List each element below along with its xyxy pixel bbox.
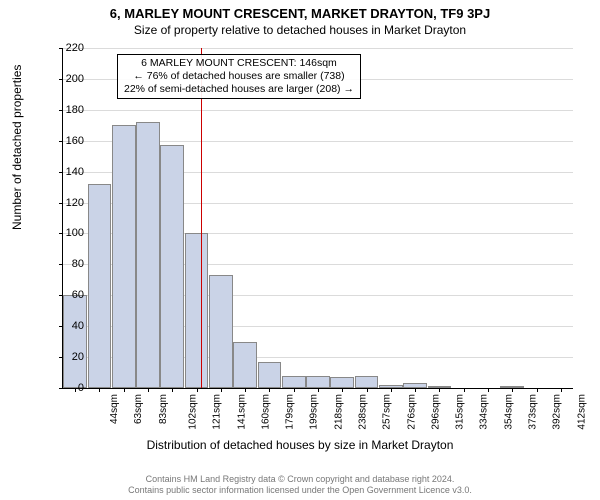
xtick-mark	[318, 388, 319, 392]
xtick-label: 160sqm	[260, 394, 271, 430]
xtick-label: 276sqm	[406, 394, 417, 430]
ytick-label: 160	[54, 135, 84, 147]
xtick-label: 141sqm	[236, 394, 247, 430]
xtick-label: 218sqm	[333, 394, 344, 430]
xtick-label: 199sqm	[309, 394, 320, 430]
xtick-mark	[464, 388, 465, 392]
histogram-bar	[185, 233, 209, 388]
chart-container: 6, MARLEY MOUNT CRESCENT, MARKET DRAYTON…	[0, 0, 600, 500]
histogram-bar	[136, 122, 160, 388]
xtick-mark	[172, 388, 173, 392]
ytick-label: 20	[54, 351, 84, 363]
chart-subtitle: Size of property relative to detached ho…	[0, 21, 600, 37]
y-axis-label: Number of detached properties	[10, 65, 24, 230]
xtick-mark	[294, 388, 295, 392]
footer-text: Contains HM Land Registry data © Crown c…	[0, 474, 600, 496]
xtick-label: 44sqm	[109, 394, 120, 424]
xtick-mark	[148, 388, 149, 392]
ytick-label: 40	[54, 320, 84, 332]
ytick-label: 80	[54, 258, 84, 270]
chart-area: 44sqm63sqm83sqm102sqm121sqm141sqm160sqm1…	[62, 48, 572, 420]
annotation-line: 22% of semi-detached houses are larger (…	[124, 83, 354, 96]
ytick-label: 200	[54, 73, 84, 85]
histogram-bar	[306, 376, 330, 388]
xtick-mark	[391, 388, 392, 392]
xtick-label: 392sqm	[552, 394, 563, 430]
xtick-label: 238sqm	[358, 394, 369, 430]
ytick-label: 120	[54, 197, 84, 209]
xtick-label: 179sqm	[285, 394, 296, 430]
histogram-bar	[88, 184, 112, 388]
ytick-label: 60	[54, 289, 84, 301]
xtick-label: 83sqm	[158, 394, 169, 424]
footer-line-2: Contains public sector information licen…	[128, 485, 472, 495]
annotation-line: 6 MARLEY MOUNT CRESCENT: 146sqm	[124, 57, 354, 70]
gridline	[63, 110, 573, 111]
histogram-bar	[233, 342, 257, 388]
ytick-label: 100	[54, 227, 84, 239]
ytick-label: 0	[54, 382, 84, 394]
histogram-bar	[63, 295, 87, 388]
xtick-mark	[197, 388, 198, 392]
plot-region: 44sqm63sqm83sqm102sqm121sqm141sqm160sqm1…	[62, 48, 573, 389]
xtick-label: 296sqm	[430, 394, 441, 430]
gridline	[63, 48, 573, 49]
xtick-label: 102sqm	[188, 394, 199, 430]
xtick-label: 121sqm	[212, 394, 223, 430]
xtick-mark	[537, 388, 538, 392]
ytick-label: 180	[54, 104, 84, 116]
annotation-line: ← 76% of detached houses are smaller (73…	[124, 70, 354, 83]
histogram-bar	[112, 125, 136, 388]
xtick-mark	[512, 388, 513, 392]
ytick-label: 140	[54, 166, 84, 178]
histogram-bar	[282, 376, 306, 388]
xtick-label: 257sqm	[382, 394, 393, 430]
xtick-mark	[124, 388, 125, 392]
histogram-bar	[258, 362, 282, 388]
xtick-mark	[245, 388, 246, 392]
footer-line-1: Contains HM Land Registry data © Crown c…	[146, 474, 455, 484]
xtick-label: 373sqm	[528, 394, 539, 430]
xtick-label: 63sqm	[133, 394, 144, 424]
xtick-mark	[221, 388, 222, 392]
xtick-mark	[342, 388, 343, 392]
xtick-mark	[488, 388, 489, 392]
xtick-mark	[99, 388, 100, 392]
xtick-label: 315sqm	[455, 394, 466, 430]
ytick-label: 220	[54, 42, 84, 54]
xtick-mark	[415, 388, 416, 392]
histogram-bar	[209, 275, 233, 388]
xtick-mark	[269, 388, 270, 392]
histogram-bar	[160, 145, 184, 388]
xtick-label: 334sqm	[479, 394, 490, 430]
xtick-mark	[367, 388, 368, 392]
annotation-box: 6 MARLEY MOUNT CRESCENT: 146sqm← 76% of …	[117, 54, 361, 99]
xtick-mark	[561, 388, 562, 392]
xtick-mark	[439, 388, 440, 392]
histogram-bar	[330, 377, 354, 388]
xtick-label: 354sqm	[503, 394, 514, 430]
x-axis-label: Distribution of detached houses by size …	[0, 438, 600, 452]
xtick-label: 412sqm	[576, 394, 587, 430]
histogram-bar	[355, 376, 379, 388]
chart-title: 6, MARLEY MOUNT CRESCENT, MARKET DRAYTON…	[0, 0, 600, 21]
